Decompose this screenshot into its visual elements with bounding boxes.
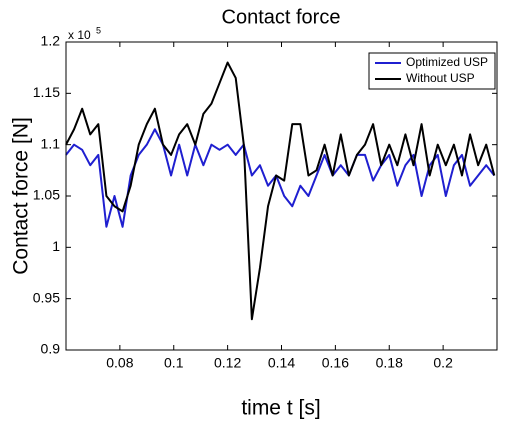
x-axis-label: time t [s] — [241, 397, 320, 420]
x-tick-label: 0.2 — [433, 355, 453, 371]
x-tick-label: 0.16 — [322, 355, 349, 371]
legend-box — [368, 52, 496, 90]
x-tick-label: 0.1 — [164, 355, 184, 371]
legend-label: Optimized USP — [406, 55, 488, 69]
line-series — [65, 128, 496, 228]
y-multiplier: x 10 — [68, 28, 91, 42]
y-tick-label: 0.95 — [33, 289, 60, 305]
axes-box — [65, 41, 498, 351]
y-tick-label: 1 — [52, 238, 60, 254]
x-tick-label: 0.12 — [214, 355, 241, 371]
y-axis-label: Contact force [N] — [10, 117, 33, 275]
y-tick-label: 1.1 — [41, 135, 61, 151]
x-tick-label: 0.08 — [106, 355, 133, 371]
y-multiplier-exponent: 5 — [96, 25, 101, 35]
y-tick-label: 1.2 — [41, 33, 61, 49]
y-tick-label: 1.05 — [33, 187, 60, 203]
x-tick-label: 0.14 — [268, 355, 295, 371]
chart-title: Contact force — [222, 6, 341, 28]
y-tick-label: 1.15 — [33, 84, 60, 100]
x-tick-label: 0.18 — [376, 355, 403, 371]
plot-area — [66, 42, 497, 350]
legend-label: Without USP — [406, 71, 475, 85]
y-tick-label: 0.9 — [41, 341, 61, 357]
line-series — [65, 61, 496, 321]
